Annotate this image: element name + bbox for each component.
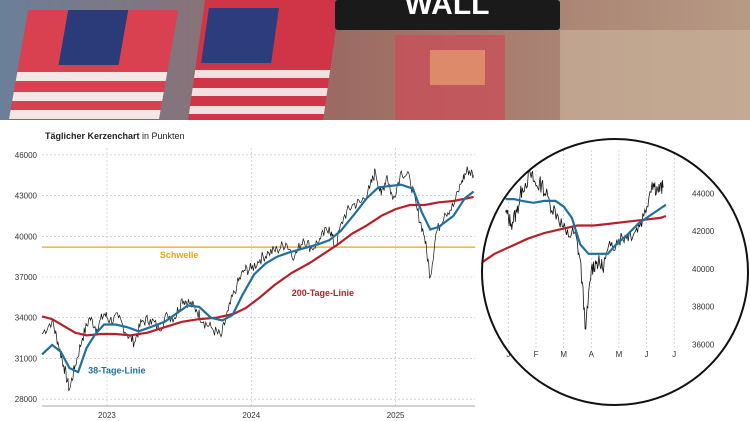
main-y-tick-label: 46000 xyxy=(15,151,38,160)
zoom-y-tick-label: 40000 xyxy=(692,265,715,274)
wall-street-banner-image: WALL xyxy=(0,0,750,120)
ma200-series-line xyxy=(41,195,474,337)
zoom-x-tick-label: A xyxy=(589,350,595,359)
price-series-line xyxy=(41,166,474,392)
zoom-grid xyxy=(508,150,675,350)
main-y-tick-label: 40000 xyxy=(15,232,38,241)
main-x-axis: 2023 2024 2025 xyxy=(98,411,405,420)
chart-title-unit: in Punkten xyxy=(140,131,185,141)
main-x-tick-label: 2024 xyxy=(242,411,260,420)
main-x-tick-label: 2025 xyxy=(387,411,405,420)
ma38-label: 38-Tage-Linie xyxy=(88,365,145,375)
zoom-x-tick-label: F xyxy=(534,350,539,359)
threshold-label: Schwelle xyxy=(160,250,199,260)
zoom-x-tick-label: J xyxy=(672,350,676,359)
zoom-ma38-series-line xyxy=(505,198,667,255)
chart-title-bold: Täglicher Kerzenchart xyxy=(45,131,140,141)
zoom-y-axis: 36000 38000 40000 42000 44000 xyxy=(692,189,715,349)
main-y-tick-label: 31000 xyxy=(15,354,38,363)
flag-middle xyxy=(188,0,340,120)
main-price-chart: Täglicher Kerzenchart in Punkten 28000 31… xyxy=(15,131,475,420)
flag-right xyxy=(395,35,505,120)
zoom-y-tick-label: 38000 xyxy=(692,303,715,312)
building-facade xyxy=(560,30,750,120)
zoom-circle-border xyxy=(481,138,749,406)
zoom-y-tick-label: 36000 xyxy=(692,340,715,349)
zoom-x-tick-label: M xyxy=(616,350,623,359)
flag-left xyxy=(8,10,179,120)
main-x-tick-label: 2023 xyxy=(98,411,116,420)
street-sign xyxy=(335,0,560,30)
main-y-axis: 28000 31000 34000 37000 40000 43000 46000 xyxy=(15,151,38,404)
zoom-circle-background xyxy=(482,139,748,405)
zoom-circle-chart: 36000 38000 40000 42000 44000 J F M A M J J xyxy=(481,138,749,406)
main-y-tick-label: 34000 xyxy=(15,314,38,323)
zoom-x-tick-label: J xyxy=(506,350,510,359)
main-grid xyxy=(42,148,475,407)
main-y-tick-label: 37000 xyxy=(15,273,38,282)
zoom-y-tick-label: 42000 xyxy=(692,227,715,236)
street-sign-text: WALL xyxy=(405,0,490,21)
chart-title: Täglicher Kerzenchart in Punkten xyxy=(45,131,185,141)
zoom-y-tick-label: 44000 xyxy=(692,189,715,198)
ma200-label: 200-Tage-Linie xyxy=(292,288,354,298)
zoom-x-tick-label: J xyxy=(645,350,649,359)
main-y-tick-label: 28000 xyxy=(15,395,38,404)
zoom-x-tick-label: M xyxy=(560,350,567,359)
main-y-tick-label: 43000 xyxy=(15,192,38,201)
ma38-series-line xyxy=(41,183,475,374)
